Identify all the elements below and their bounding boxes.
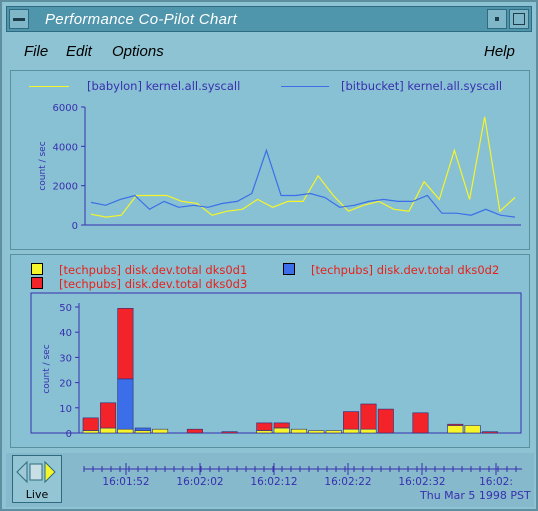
minimize-icon [495,17,499,21]
timeline-tick-label: 16:02:32 [398,476,445,488]
bar-dks0d1 [82,430,99,434]
legend-swatch-babylon [29,86,69,87]
maximize-button[interactable] [509,9,529,29]
legend-swatch-bitbucket [281,86,329,87]
top-y-tick-label: 2000 [53,182,78,193]
legend-swatch-dks0d2 [283,263,295,275]
legend-dks0d1: [techpubs] disk.dev.total dks0d1 [59,263,248,277]
timeline-tick-label: 16:01:52 [102,476,149,488]
bar-dks0d3 [343,411,360,430]
bottom-bar-chart: 50 40 30 20 10 0 count / sec [30,292,522,440]
menu-file[interactable]: File [24,43,49,60]
bar-dks0d1 [100,427,117,434]
bottom-y-tick-label: 0 [66,429,72,440]
bottom-y-tick-label: 40 [59,328,72,339]
top-line-chart: 6000 4000 2000 0 count / sec [38,103,521,232]
bar-dks0d3 [117,307,134,380]
series-line-babylon [90,116,516,218]
bar-dks0d3 [447,423,464,426]
bar-dks0d1 [308,430,325,434]
legend-dks0d2: [techpubs] disk.dev.total dks0d2 [311,263,500,277]
menu-edit[interactable]: Edit [66,43,92,60]
timeline-date: Thu Mar 5 1998 PST [420,489,531,502]
bottom-y-tick-label: 50 [59,303,72,314]
bar-dks0d2 [134,427,151,431]
bar-dks0d3 [256,422,273,431]
bar-dks0d2 [117,378,134,430]
top-y-tick-label: 6000 [53,103,78,114]
window-menu-button[interactable] [9,9,29,29]
legend-dks0d3: [techpubs] disk.dev.total dks0d3 [59,277,248,291]
timeline-scale[interactable]: 16:01:52 16:02:02 16:02:12 16:02:22 16:02:32… [70,453,530,507]
bar-dks0d3 [100,402,117,429]
window-menu-icon [13,18,25,21]
title-bar[interactable]: Performance Co-Pilot Chart [6,6,532,32]
bar-dks0d1 [325,430,342,434]
timeline-tick-label: 16:02:12 [250,476,297,488]
top-y-tick-label: 0 [72,221,78,232]
bottom-y-tick-label: 10 [59,404,72,415]
minimize-button[interactable] [487,9,507,29]
bottom-y-axis-label: count / sec [42,344,52,393]
legend-swatch-dks0d3 [31,277,43,289]
bar-dks0d3 [221,431,238,434]
bottom-chart-panel: [techpubs] disk.dev.total dks0d1 [techpu… [10,254,530,448]
top-chart-panel: [babylon] kernel.all.syscall [bitbucket]… [10,70,530,250]
menu-options[interactable]: Options [112,43,164,60]
bar-dks0d3 [377,408,394,434]
legend-bitbucket: [bitbucket] kernel.all.syscall [341,79,503,93]
bar-dks0d3 [360,403,377,430]
top-y-axis-label: count / sec [38,141,48,190]
vcr-control-button[interactable]: Live [12,455,62,503]
timeline-tick-label: 16:02: [479,476,513,488]
bar-dks0d1 [117,428,134,434]
menu-help[interactable]: Help [484,43,515,60]
bar-dks0d3 [481,431,498,434]
bar-dks0d1 [256,430,273,434]
bar-dks0d1 [273,427,290,434]
bar-dks0d1 [360,428,377,434]
series-line-bitbucket [90,148,516,218]
bar-dks0d3 [82,417,99,431]
bar-dks0d1 [290,428,307,434]
top-y-tick-label: 4000 [53,142,78,153]
live-label: Live [25,488,49,501]
bar-dks0d1 [134,430,151,434]
bottom-y-tick-label: 20 [59,379,72,390]
bottom-y-tick-label: 30 [59,353,72,364]
maximize-icon [513,13,525,25]
timeline-tick-label: 16:02:02 [176,476,223,488]
bar-dks0d1 [152,428,169,434]
time-control-bar: Live 16:01:52 16:02:02 16:02:12 16:02:22 16:… [6,453,534,507]
bar-dks0d1 [343,428,360,434]
bar-dks0d3 [412,412,429,434]
menu-bar: File Edit Options Help [6,38,532,66]
legend-babylon: [babylon] kernel.all.syscall [87,79,241,93]
bar-dks0d3 [186,428,203,434]
bar-dks0d1 [447,425,464,434]
legend-swatch-dks0d1 [31,263,43,275]
bar-dks0d1 [464,425,481,434]
window-title: Performance Co-Pilot Chart [45,11,238,28]
timeline-tick-label: 16:02:22 [324,476,371,488]
vcr-arrows-icon [16,460,56,484]
bar-dks0d3 [273,422,290,429]
